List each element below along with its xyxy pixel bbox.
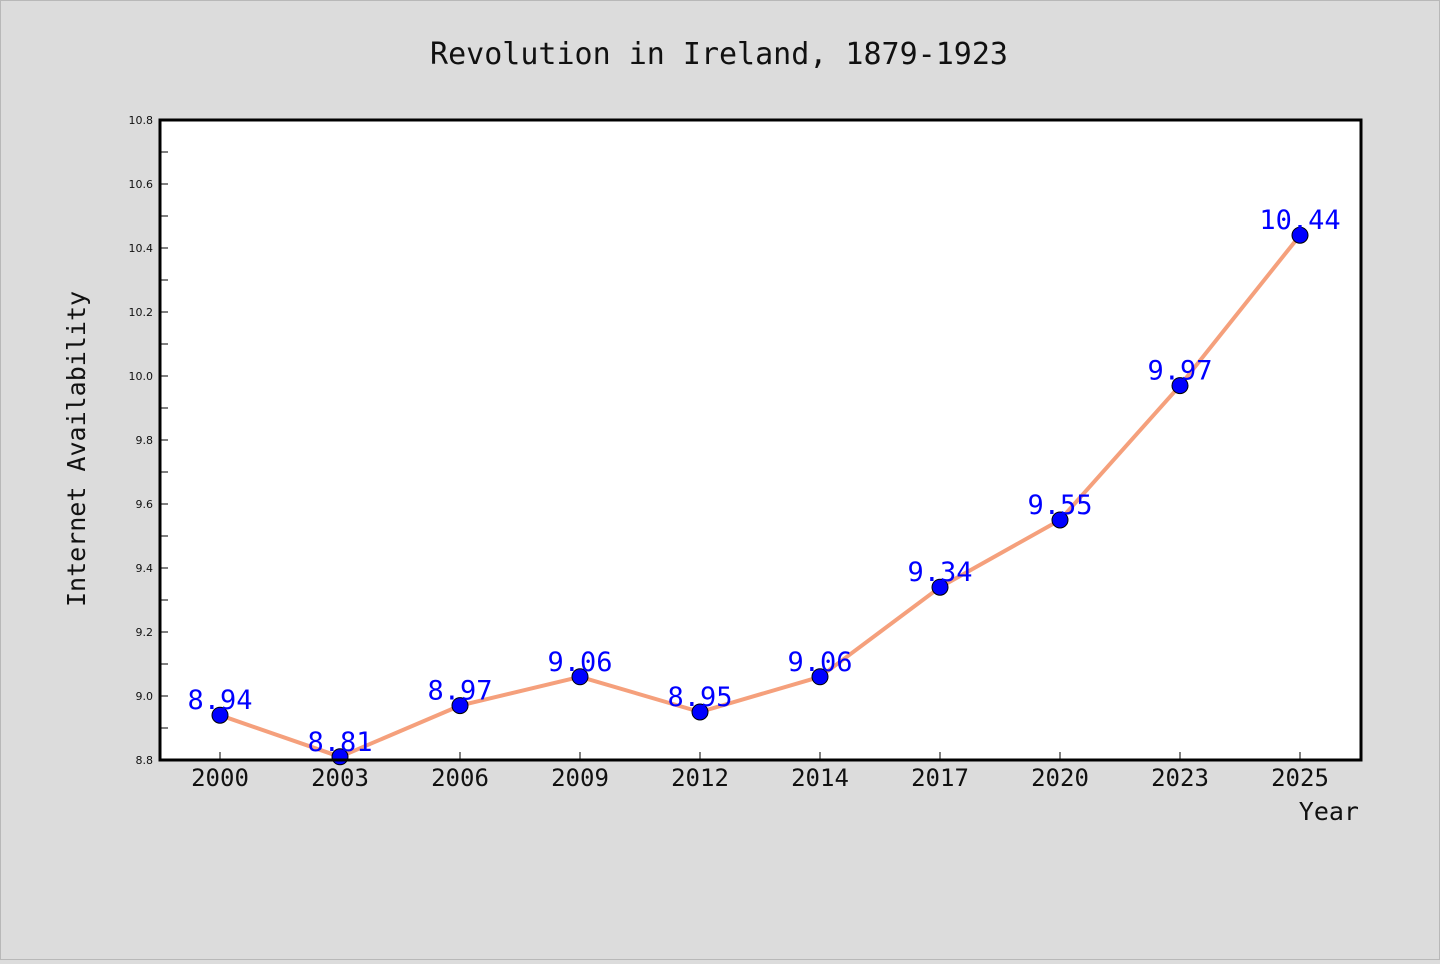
y-tick-label: 10.2: [129, 306, 154, 319]
x-tick-label: 2012: [671, 764, 729, 792]
data-label: 8.97: [427, 676, 492, 707]
data-label: 10.44: [1259, 205, 1340, 236]
x-tick-label: 2020: [1031, 764, 1089, 792]
x-tick-label: 2017: [911, 764, 969, 792]
data-label: 8.81: [307, 727, 372, 758]
x-tick-label: 2009: [551, 764, 609, 792]
data-point: [811, 668, 829, 686]
y-tick-label: 8.8: [136, 754, 154, 767]
y-tick-label: 9.8: [136, 434, 154, 447]
x-axis-label: Year: [1299, 797, 1359, 826]
data-point: [571, 668, 589, 686]
y-tick-label: 10.8: [129, 114, 154, 127]
series-line: [218, 233, 1302, 759]
data-label: 8.95: [667, 682, 732, 713]
data-point: [451, 697, 469, 715]
data-label: 9.06: [547, 647, 612, 678]
data-point: [691, 703, 709, 721]
data-label: 9.55: [1027, 490, 1092, 521]
data-point: [211, 706, 229, 724]
data-label: 9.34: [907, 557, 972, 588]
plot-frame: [158, 118, 1363, 762]
chart-title: Revolution in Ireland, 1879-1923: [430, 37, 1008, 72]
y-tick-label: 10.6: [129, 178, 154, 191]
data-label: 9.97: [1147, 356, 1212, 387]
x-tick-label: 2025: [1271, 764, 1329, 792]
y-axis-ticks: 8.8 9.0 9.2 9.4 9.6 9.8 10.0 10.2 10.4 10.6 10.8: [129, 114, 168, 767]
plot-area: [160, 120, 1361, 760]
y-tick-label: 9.0: [136, 690, 154, 703]
y-tick-label: 10.0: [129, 370, 154, 383]
data-point: [1291, 226, 1309, 244]
data-labels: 8.94 8.81 8.97 9.06 8.95 9.06 9.34 9.55 9.97 10.4…: [187, 205, 1340, 758]
data-label: 9.06: [787, 647, 852, 678]
data-point: [931, 578, 949, 596]
y-tick-label: 9.4: [136, 562, 154, 575]
y-axis-label: Internet Availability: [62, 291, 91, 607]
x-tick-label: 2023: [1151, 764, 1209, 792]
data-point: [1051, 511, 1069, 529]
x-tick-label: 2000: [191, 764, 249, 792]
x-tick-label: 2003: [311, 764, 369, 792]
y-tick-label: 10.4: [129, 242, 154, 255]
y-tick-label: 9.6: [136, 498, 154, 511]
data-point: [1171, 377, 1189, 395]
x-axis-ticks: 2000 2003 2006 2009 2012 2014 2017 2020 2023 2025: [191, 752, 1329, 792]
x-tick-label: 2006: [431, 764, 489, 792]
data-label: 8.94: [187, 685, 252, 716]
y-tick-label: 9.2: [136, 626, 154, 639]
x-tick-label: 2014: [791, 764, 849, 792]
data-markers: [211, 226, 1309, 766]
